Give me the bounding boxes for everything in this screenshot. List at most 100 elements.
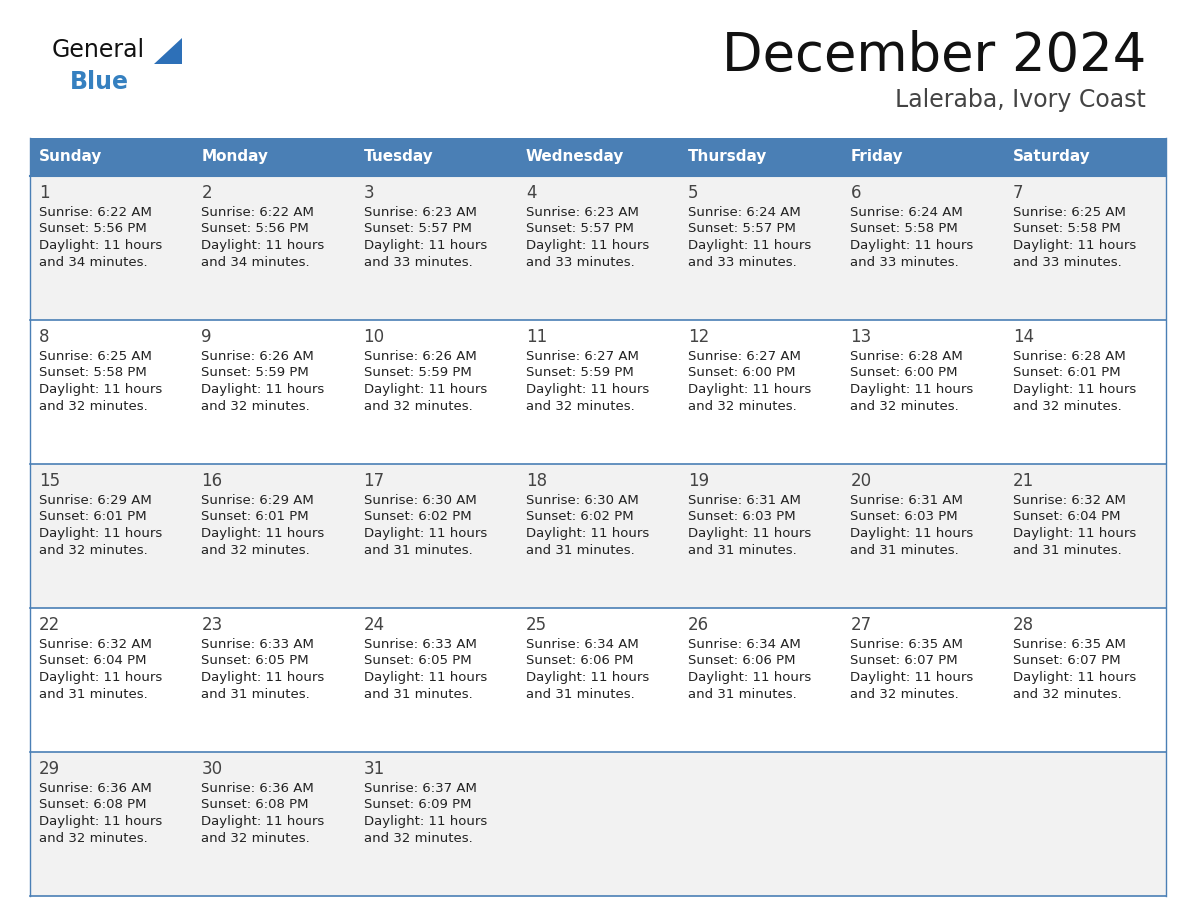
Text: Sunset: 5:59 PM: Sunset: 5:59 PM	[526, 366, 633, 379]
Text: and 32 minutes.: and 32 minutes.	[688, 399, 797, 412]
Text: Sunrise: 6:34 AM: Sunrise: 6:34 AM	[688, 638, 801, 651]
Text: and 32 minutes.: and 32 minutes.	[364, 832, 473, 845]
Text: Sunrise: 6:29 AM: Sunrise: 6:29 AM	[201, 494, 314, 507]
Text: 21: 21	[1012, 472, 1034, 490]
Text: Sunset: 5:57 PM: Sunset: 5:57 PM	[526, 222, 633, 236]
Bar	[30, 138, 192, 176]
Text: Daylight: 11 hours: Daylight: 11 hours	[526, 383, 649, 396]
Text: and 34 minutes.: and 34 minutes.	[39, 255, 147, 268]
Text: Sunrise: 6:29 AM: Sunrise: 6:29 AM	[39, 494, 152, 507]
Text: Tuesday: Tuesday	[364, 150, 434, 164]
Text: Sunset: 6:00 PM: Sunset: 6:00 PM	[688, 366, 796, 379]
Text: 31: 31	[364, 760, 385, 778]
Text: Sunset: 6:07 PM: Sunset: 6:07 PM	[851, 655, 958, 667]
Text: 26: 26	[688, 616, 709, 634]
Text: Daylight: 11 hours: Daylight: 11 hours	[364, 815, 487, 828]
Text: Sunset: 6:03 PM: Sunset: 6:03 PM	[851, 510, 958, 523]
Text: 11: 11	[526, 328, 548, 346]
Text: December 2024: December 2024	[722, 30, 1146, 82]
Text: 23: 23	[201, 616, 222, 634]
Text: Daylight: 11 hours: Daylight: 11 hours	[201, 383, 324, 396]
Text: Sunrise: 6:32 AM: Sunrise: 6:32 AM	[1012, 494, 1125, 507]
Bar	[1004, 138, 1165, 176]
Text: Wednesday: Wednesday	[526, 150, 624, 164]
Text: Daylight: 11 hours: Daylight: 11 hours	[1012, 239, 1136, 252]
Text: and 32 minutes.: and 32 minutes.	[364, 399, 473, 412]
Text: Sunset: 5:59 PM: Sunset: 5:59 PM	[201, 366, 309, 379]
Text: 20: 20	[851, 472, 872, 490]
Text: Thursday: Thursday	[688, 150, 767, 164]
Text: Daylight: 11 hours: Daylight: 11 hours	[688, 383, 811, 396]
Text: Sunset: 6:00 PM: Sunset: 6:00 PM	[851, 366, 958, 379]
Text: Daylight: 11 hours: Daylight: 11 hours	[851, 239, 974, 252]
Text: Daylight: 11 hours: Daylight: 11 hours	[851, 671, 974, 684]
Text: 22: 22	[39, 616, 61, 634]
Text: Sunset: 6:01 PM: Sunset: 6:01 PM	[1012, 366, 1120, 379]
Text: Sunset: 6:01 PM: Sunset: 6:01 PM	[201, 510, 309, 523]
Text: 4: 4	[526, 184, 536, 202]
Text: Daylight: 11 hours: Daylight: 11 hours	[364, 383, 487, 396]
Text: 2: 2	[201, 184, 211, 202]
Text: Sunrise: 6:28 AM: Sunrise: 6:28 AM	[851, 350, 963, 363]
Text: and 32 minutes.: and 32 minutes.	[39, 543, 147, 556]
Text: 29: 29	[39, 760, 61, 778]
Text: Sunset: 5:58 PM: Sunset: 5:58 PM	[851, 222, 959, 236]
Text: Daylight: 11 hours: Daylight: 11 hours	[39, 671, 163, 684]
Text: Sunset: 6:06 PM: Sunset: 6:06 PM	[526, 655, 633, 667]
Text: 7: 7	[1012, 184, 1023, 202]
Text: 6: 6	[851, 184, 861, 202]
Text: Sunrise: 6:25 AM: Sunrise: 6:25 AM	[39, 350, 152, 363]
Text: Sunrise: 6:33 AM: Sunrise: 6:33 AM	[201, 638, 314, 651]
Bar	[30, 608, 1165, 752]
Text: Sunrise: 6:34 AM: Sunrise: 6:34 AM	[526, 638, 639, 651]
Text: Daylight: 11 hours: Daylight: 11 hours	[1012, 527, 1136, 540]
Text: Sunset: 6:05 PM: Sunset: 6:05 PM	[201, 655, 309, 667]
Text: and 31 minutes.: and 31 minutes.	[526, 688, 634, 700]
Bar	[517, 138, 680, 176]
Text: and 32 minutes.: and 32 minutes.	[201, 543, 310, 556]
Text: 30: 30	[201, 760, 222, 778]
Text: and 31 minutes.: and 31 minutes.	[364, 688, 473, 700]
Text: Sunrise: 6:28 AM: Sunrise: 6:28 AM	[1012, 350, 1125, 363]
Text: Sunrise: 6:32 AM: Sunrise: 6:32 AM	[39, 638, 152, 651]
Text: Sunset: 6:03 PM: Sunset: 6:03 PM	[688, 510, 796, 523]
Text: and 33 minutes.: and 33 minutes.	[688, 255, 797, 268]
Text: and 32 minutes.: and 32 minutes.	[1012, 399, 1121, 412]
Text: Daylight: 11 hours: Daylight: 11 hours	[688, 527, 811, 540]
Text: Sunrise: 6:33 AM: Sunrise: 6:33 AM	[364, 638, 476, 651]
Bar	[192, 138, 354, 176]
Text: Daylight: 11 hours: Daylight: 11 hours	[39, 383, 163, 396]
Bar	[30, 752, 1165, 896]
Text: and 32 minutes.: and 32 minutes.	[39, 832, 147, 845]
Text: 3: 3	[364, 184, 374, 202]
Bar	[680, 138, 841, 176]
Text: Daylight: 11 hours: Daylight: 11 hours	[1012, 671, 1136, 684]
Text: Sunset: 5:57 PM: Sunset: 5:57 PM	[364, 222, 472, 236]
Text: Daylight: 11 hours: Daylight: 11 hours	[201, 527, 324, 540]
Text: Sunrise: 6:22 AM: Sunrise: 6:22 AM	[39, 206, 152, 219]
Bar	[30, 320, 1165, 464]
Text: and 32 minutes.: and 32 minutes.	[526, 399, 634, 412]
Text: Daylight: 11 hours: Daylight: 11 hours	[526, 527, 649, 540]
Text: Daylight: 11 hours: Daylight: 11 hours	[364, 527, 487, 540]
Text: Sunrise: 6:37 AM: Sunrise: 6:37 AM	[364, 782, 476, 795]
Text: and 31 minutes.: and 31 minutes.	[688, 543, 797, 556]
Text: Sunrise: 6:23 AM: Sunrise: 6:23 AM	[364, 206, 476, 219]
Text: Sunrise: 6:31 AM: Sunrise: 6:31 AM	[851, 494, 963, 507]
Text: and 31 minutes.: and 31 minutes.	[364, 543, 473, 556]
Text: General: General	[52, 38, 145, 62]
Text: Sunset: 6:02 PM: Sunset: 6:02 PM	[364, 510, 472, 523]
Text: Sunset: 6:02 PM: Sunset: 6:02 PM	[526, 510, 633, 523]
Text: Sunrise: 6:22 AM: Sunrise: 6:22 AM	[201, 206, 314, 219]
Text: Sunrise: 6:30 AM: Sunrise: 6:30 AM	[526, 494, 639, 507]
Text: Sunset: 5:58 PM: Sunset: 5:58 PM	[1012, 222, 1120, 236]
Text: Sunset: 5:56 PM: Sunset: 5:56 PM	[39, 222, 147, 236]
Text: Sunset: 6:04 PM: Sunset: 6:04 PM	[39, 655, 146, 667]
Text: 5: 5	[688, 184, 699, 202]
Text: Daylight: 11 hours: Daylight: 11 hours	[688, 239, 811, 252]
Text: Daylight: 11 hours: Daylight: 11 hours	[526, 671, 649, 684]
Text: Sunrise: 6:25 AM: Sunrise: 6:25 AM	[1012, 206, 1125, 219]
Text: and 33 minutes.: and 33 minutes.	[851, 255, 959, 268]
Text: Daylight: 11 hours: Daylight: 11 hours	[39, 815, 163, 828]
Text: Sunrise: 6:26 AM: Sunrise: 6:26 AM	[364, 350, 476, 363]
